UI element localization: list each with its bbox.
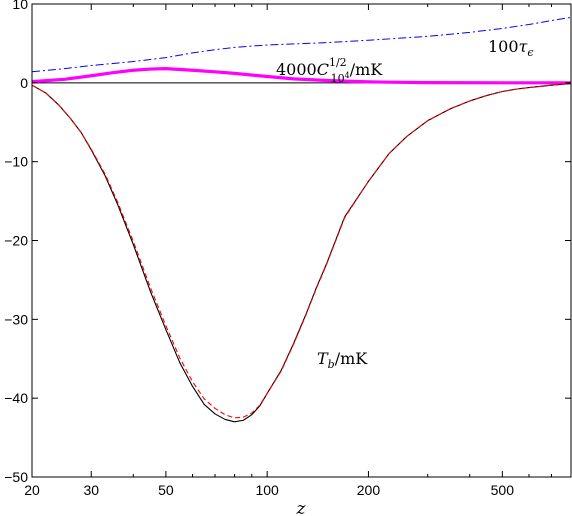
series-c10-line: [31, 67, 571, 85]
tick-layer: 20 30 50 100 200 500 −50 −40 −30 −20 −10 0 10: [4, 0, 571, 498]
series-tau-line: [31, 16, 572, 73]
x-axis-label: z: [296, 499, 307, 516]
x-tick-label: 20: [24, 482, 40, 498]
y-tick-label: 10: [12, 0, 28, 12]
annotation-tb: Tb/mK: [317, 349, 368, 371]
x-tick-label: 100: [255, 482, 279, 498]
x-tick-label: 200: [357, 482, 381, 498]
y-tick-label: −40: [4, 390, 28, 406]
x-tick-label: 50: [158, 482, 174, 498]
x-tick-label: 500: [491, 482, 515, 498]
y-tick-label: −50: [4, 469, 28, 485]
annotation-tau: 100τϵ: [488, 37, 534, 59]
series-tb-approx-line: [31, 83, 572, 419]
series-layer: [31, 16, 572, 423]
y-tick-label: −30: [4, 311, 28, 327]
x-tick-label: 30: [83, 482, 99, 498]
series-tb-line: [31, 83, 572, 423]
y-tick-label: −20: [4, 233, 28, 249]
y-tick-label: 0: [20, 75, 28, 91]
y-tick-label: −10: [4, 154, 28, 170]
annotation-c10: 4000C1/2 104/mK: [276, 56, 383, 85]
